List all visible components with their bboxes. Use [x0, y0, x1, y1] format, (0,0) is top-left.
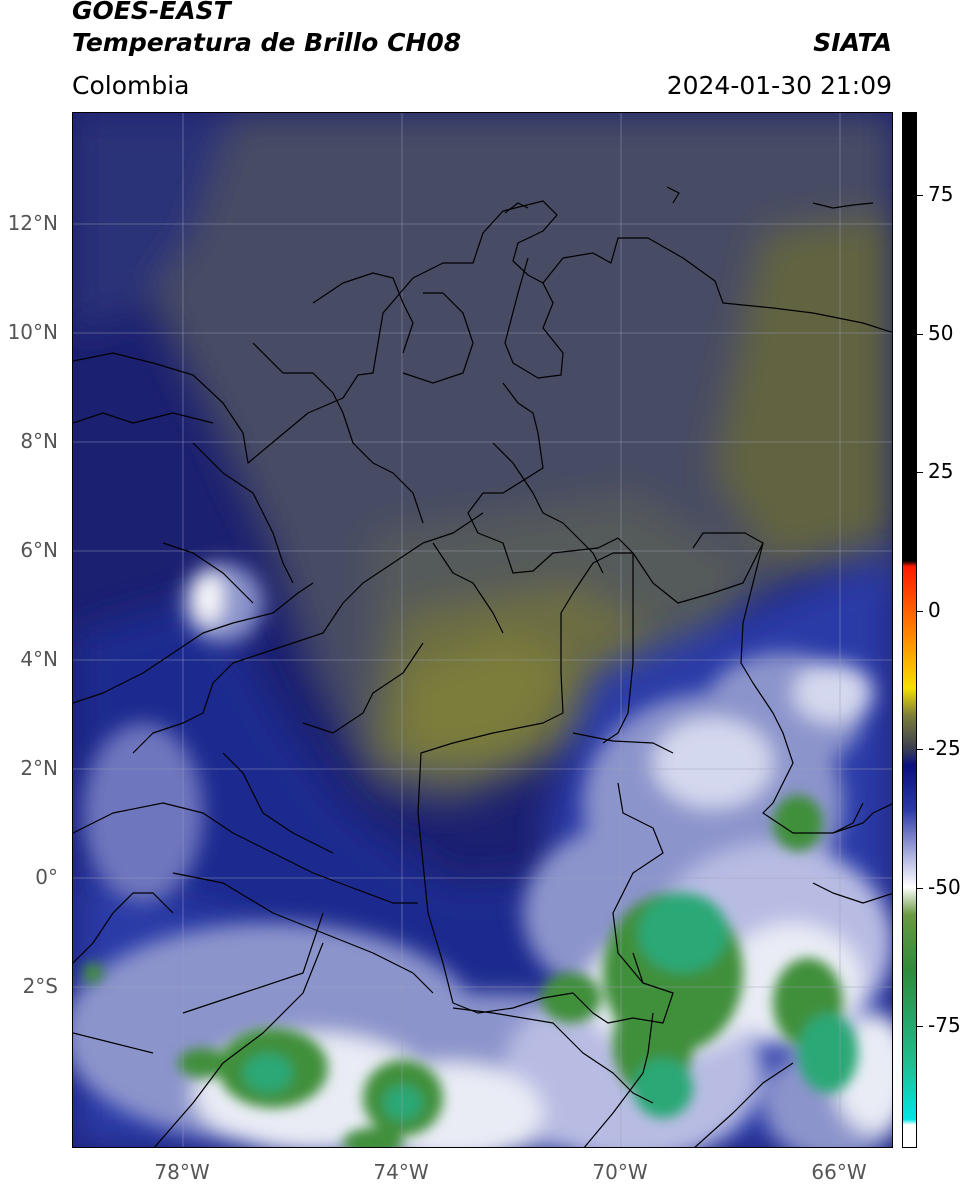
colorbar-tick-label: 75 [928, 182, 954, 207]
lon-label-74w: 74°W [373, 1160, 429, 1184]
colorbar-tick-mark [917, 610, 923, 612]
colorbar-tick-label: 0 [928, 597, 941, 622]
satellite-map [72, 112, 893, 1148]
graticule [73, 113, 892, 1147]
colorbar-tick-label: 25 [928, 459, 954, 484]
colorbar-tick-label: -50 [928, 874, 961, 899]
temperature-colorbar [902, 112, 917, 1148]
colorbar-tick-mark [917, 333, 923, 335]
lat-label-0: 0° [35, 865, 58, 889]
colorbar-tick-mark [917, 749, 923, 751]
lon-label-78w: 78°W [154, 1160, 210, 1184]
colorbar-tick-mark [917, 195, 923, 197]
colorbar-tick-mark [917, 887, 923, 889]
colorbar-tick-label: -25 [928, 736, 961, 761]
brand-label: SIATA [813, 28, 892, 57]
deep-convection [83, 795, 858, 1147]
title-product: Temperatura de Brillo CH08 [72, 28, 462, 57]
country-borders [73, 186, 892, 1147]
lon-label-70w: 70°W [592, 1160, 648, 1184]
colorbar-tick-label: -75 [928, 1013, 961, 1038]
dry-air-region [73, 113, 892, 803]
timestamp-label: 2024-01-30 21:09 [666, 71, 892, 100]
lon-label-66w: 66°W [811, 1160, 867, 1184]
colorbar-tick-label: 50 [928, 320, 954, 345]
colorbar-tick-mark [917, 1026, 923, 1028]
title-satellite: GOES-EAST [72, 0, 231, 25]
lat-label-8n: 8°N [20, 429, 58, 453]
colorbar-tick-mark [917, 472, 923, 474]
lat-label-4n: 4°N [20, 647, 58, 671]
lat-label-2s: 2°S [22, 974, 58, 998]
lat-label-12n: 12°N [7, 211, 58, 235]
lat-label-2n: 2°N [20, 756, 58, 780]
subtitle-region: Colombia [72, 71, 190, 100]
lat-label-6n: 6°N [20, 538, 58, 562]
lat-label-10n: 10°N [7, 320, 58, 344]
map-canvas [73, 113, 892, 1147]
